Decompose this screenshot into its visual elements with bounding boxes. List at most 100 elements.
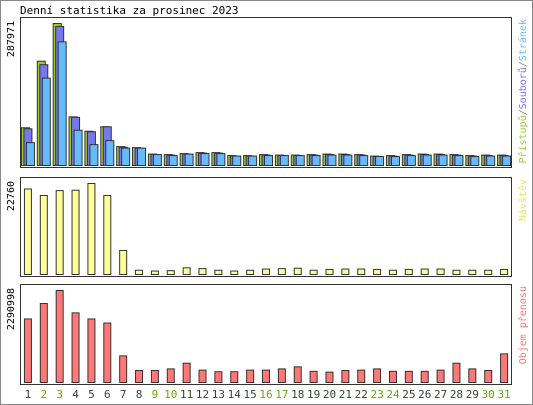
bar-stránek-day-15: [248, 155, 258, 167]
panel-frame: [20, 17, 512, 168]
x-tick-label-day-28: 28: [450, 388, 463, 401]
bar-objem-přenosu-day-21: [341, 370, 350, 384]
x-tick-label-day-4: 4: [72, 388, 79, 401]
legend-item-0: Přístupů: [517, 115, 529, 163]
bar-objem-přenosu-day-11: [182, 362, 191, 383]
bar-návštěv-day-11: [182, 267, 191, 275]
bar-objem-přenosu-day-4: [71, 312, 80, 384]
bar-stránek-day-30: [486, 155, 496, 167]
bar-návštěv-day-3: [55, 190, 64, 276]
bar-návštěv-day-19: [309, 269, 318, 276]
bar-objem-přenosu-day-12: [198, 369, 207, 384]
bar-stránek-day-14: [232, 155, 242, 167]
bar-objem-přenosu-day-10: [166, 368, 175, 384]
bar-objem-přenosu-day-28: [452, 362, 461, 383]
bar-objem-přenosu-day-29: [468, 368, 477, 384]
legend: Návštěv: [517, 179, 529, 221]
x-tick-label-day-12: 12: [196, 388, 209, 401]
bar-stránek-day-31: [502, 155, 512, 167]
x-axis-day-labels: 1 2 3 4 5 6 7 8 9 10 11 12 13 14 15 16 17 18 19 20 21 22 23 24 2…: [25, 388, 511, 401]
bar-návštěv-day-13: [214, 269, 223, 276]
bar-návštěv-day-8: [135, 269, 144, 276]
x-tick-label-day-24: 24: [386, 388, 400, 401]
bar-stránek-day-5: [89, 144, 99, 166]
bar-návštěv-day-30: [484, 269, 493, 276]
x-tick-label-day-21: 21: [339, 388, 352, 401]
bar-návštěv-day-18: [293, 267, 302, 276]
bar-stránek-day-23: [375, 156, 385, 167]
x-tick-label-day-13: 13: [212, 388, 225, 401]
y-max-label: 287971: [6, 21, 17, 57]
bar-objem-přenosu-day-5: [87, 318, 96, 384]
x-tick-label-day-7: 7: [120, 388, 127, 401]
bar-návštěv-day-29: [468, 269, 477, 276]
x-tick-label-day-29: 29: [466, 388, 479, 401]
legend-separator: /: [518, 109, 529, 115]
bar-návštěv-day-26: [420, 268, 429, 275]
bar-objem-přenosu-day-30: [484, 370, 493, 384]
bar-návštěv-day-17: [277, 268, 286, 276]
x-tick-label-day-15: 15: [244, 388, 257, 401]
x-tick-label-day-8: 8: [136, 388, 143, 401]
bar-objem-přenosu-day-25: [404, 370, 413, 383]
bar-stránek-day-16: [264, 155, 273, 166]
bar-objem-přenosu-day-15: [246, 369, 255, 384]
x-tick-label-day-2: 2: [40, 388, 47, 401]
bar-objem-přenosu-day-18: [293, 366, 302, 383]
bar-objem-přenosu-day-7: [119, 355, 128, 383]
bar-stránek-day-4: [73, 129, 83, 166]
y-max-label: 22760: [6, 181, 17, 211]
x-tick-label-day-25: 25: [402, 388, 415, 401]
bar-objem-přenosu-day-13: [214, 371, 223, 384]
bar-stránek-day-17: [279, 155, 289, 166]
bar-stránek-day-1: [25, 142, 35, 166]
bar-návštěv-day-15: [246, 269, 255, 276]
bar-objem-přenosu-day-20: [325, 371, 334, 384]
bar-návštěv-day-7: [119, 249, 128, 276]
x-tick-label-day-31: 31: [497, 388, 510, 401]
x-tick-label-day-26: 26: [418, 388, 431, 401]
bar-návštěv-day-14: [230, 270, 239, 275]
y-max-label: 2290998: [6, 288, 17, 330]
x-tick-label-day-9: 9: [152, 388, 159, 401]
bar-objem-přenosu-day-26: [420, 370, 429, 383]
bar-návštěv-day-2: [39, 194, 48, 275]
x-tick-label-day-16: 16: [259, 388, 272, 401]
panel-frame: [20, 177, 512, 277]
bar-objem-přenosu-day-14: [230, 371, 239, 384]
bar-návštěv-day-23: [373, 268, 382, 276]
x-tick-label-day-19: 19: [307, 388, 320, 401]
bar-návštěv-day-21: [341, 268, 350, 275]
legend-item-1: Souborů: [517, 67, 529, 109]
bar-objem-přenosu-day-16: [262, 369, 270, 384]
bar-stránek-day-21: [343, 154, 353, 166]
bar-stránek-day-26: [422, 154, 432, 166]
bar-stránek-day-2: [41, 77, 51, 166]
bar-objem-přenosu-day-19: [309, 370, 318, 383]
x-tick-label-day-22: 22: [355, 388, 368, 401]
bar-stránek-day-3: [57, 41, 67, 166]
bar-návštěv-day-24: [388, 269, 397, 276]
bar-návštěv-day-25: [404, 268, 413, 276]
bar-stránek-day-25: [406, 155, 416, 166]
bar-stránek-day-22: [359, 155, 369, 166]
bar-návštěv-day-12: [198, 268, 207, 276]
bar-návštěv-day-1: [23, 188, 32, 275]
bar-návštěv-day-20: [325, 268, 334, 276]
x-tick-label-day-10: 10: [164, 388, 177, 401]
bar-návštěv-day-10: [166, 270, 175, 275]
bar-návštěv-day-4: [71, 189, 80, 276]
bar-stránek-day-27: [438, 154, 448, 166]
legend-separator: /: [518, 61, 529, 67]
bar-objem-přenosu-day-3: [55, 290, 64, 383]
bar-návštěv-day-22: [357, 268, 366, 275]
bar-návštěv-day-6: [103, 194, 112, 275]
bar-objem-přenosu-day-9: [150, 370, 159, 384]
bar-objem-přenosu-day-27: [436, 369, 445, 384]
x-tick-label-day-3: 3: [56, 388, 63, 401]
x-tick-label-day-27: 27: [434, 388, 447, 401]
bar-objem-přenosu-day-1: [23, 318, 32, 384]
